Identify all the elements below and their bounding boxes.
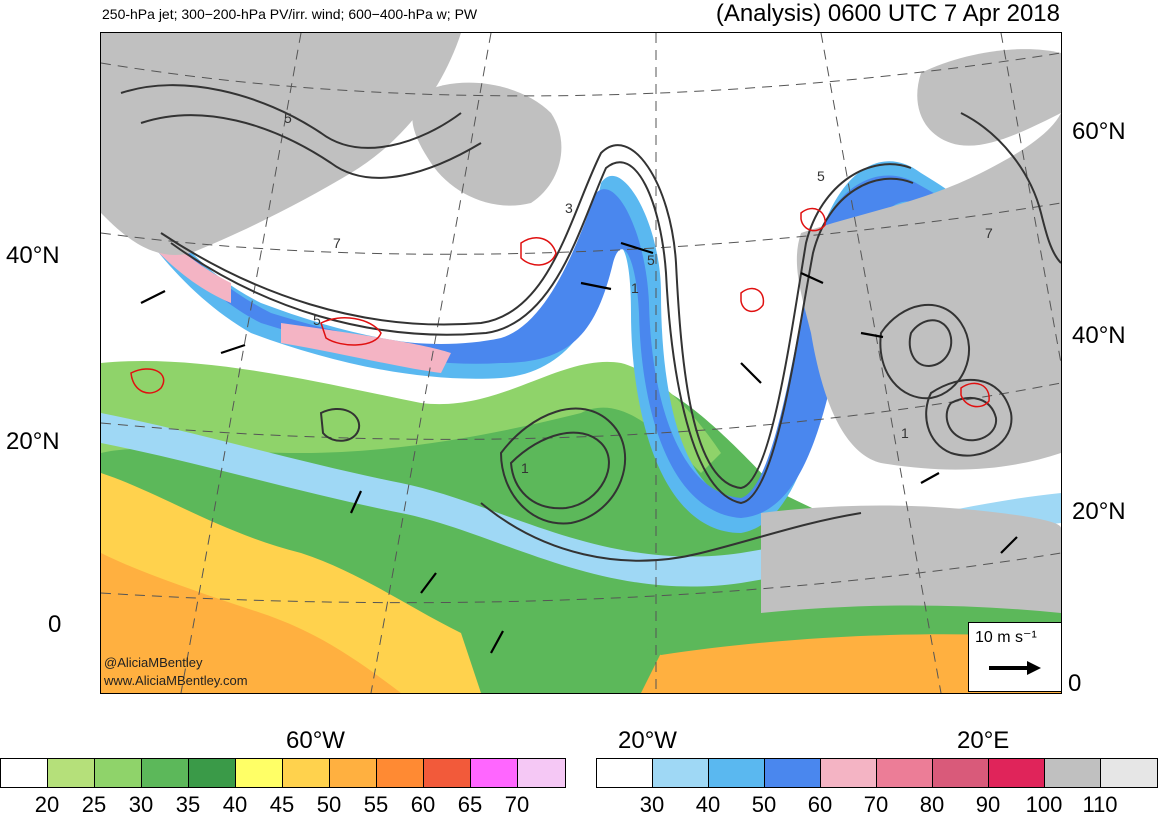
pw-swatch-9 — [377, 759, 424, 787]
jet-tick: 80 — [919, 792, 945, 817]
lon-label-60w: 60°W — [286, 727, 345, 754]
jet-tick: 40 — [695, 792, 721, 817]
contour-label-1: 5 — [284, 110, 292, 126]
pw-swatch-2 — [48, 759, 95, 787]
pw-swatch-11 — [471, 759, 518, 787]
jet-band-pink-atlantic — [281, 323, 451, 373]
pw-swatch-6 — [236, 759, 283, 787]
jet-band-pink — [101, 143, 231, 303]
pw-colorbar — [0, 758, 566, 788]
jet-tick: 30 — [639, 792, 665, 817]
ascent-contours — [130, 207, 990, 408]
lat-label-right-20n: 20°N — [1072, 498, 1126, 525]
graticule — [101, 33, 1061, 693]
pw-swatch-4 — [142, 759, 189, 787]
jet-swatch-9 — [1045, 759, 1101, 787]
lat-label-right-0: 0 — [1068, 670, 1082, 697]
pv-contours — [120, 84, 1061, 562]
scale-vector-box: 10 m s⁻¹ — [968, 622, 1062, 692]
pw-south-green-shading — [581, 612, 1061, 655]
scale-vector-label: 10 m s⁻¹ — [975, 629, 1037, 646]
jet-swatch-5 — [821, 759, 877, 787]
lon-label-20w: 20°W — [618, 727, 677, 754]
pw-swatch-7 — [283, 759, 330, 787]
wind-vectors — [140, 241, 1018, 654]
contour-label-6: 5 — [817, 168, 825, 184]
jet-tick: 50 — [751, 792, 777, 817]
contour-label-3: 5 — [313, 312, 321, 328]
lat-label-left-0: 0 — [48, 611, 62, 638]
pw-light-green-shading — [101, 361, 721, 473]
pw-swatch-8 — [330, 759, 377, 787]
pw-tick: 60 — [410, 792, 436, 817]
pw-south-orange-shading — [641, 629, 1061, 693]
contour-label-8: 1 — [521, 460, 529, 476]
contour-label-9: 1 — [631, 280, 639, 296]
north-america-land — [101, 33, 461, 255]
pw-tick: 55 — [363, 792, 389, 817]
pw-tick: 50 — [316, 792, 342, 817]
map-title: (Analysis) 0600 UTC 7 Apr 2018 — [715, 0, 1060, 27]
lat-label-left-20n: 20°N — [6, 428, 60, 455]
contour-label-5: 5 — [647, 252, 655, 268]
jet-colorbar — [596, 758, 1158, 788]
pw-swatch-12 — [518, 759, 565, 787]
contour-label-2: 7 — [333, 235, 341, 251]
jet-tick: 100 — [1025, 792, 1063, 817]
scale-arrow-icon — [989, 661, 1041, 675]
pw-orange-shading — [101, 553, 401, 693]
pw-swatch-3 — [95, 759, 142, 787]
lat-label-right-40n: 40°N — [1072, 322, 1126, 349]
jet-swatch-4 — [765, 759, 821, 787]
jet-tick: 110 — [1082, 792, 1118, 817]
scandinavia-land — [917, 49, 1061, 146]
jet-swatch-10 — [1101, 759, 1157, 787]
pw-tick: 40 — [222, 792, 248, 817]
greenland-land — [412, 82, 562, 206]
jet-tick: 70 — [863, 792, 889, 817]
lat-label-right-60n: 60°N — [1072, 118, 1126, 145]
lat-label-left-40n: 40°N — [6, 242, 60, 269]
credit-handle: @AliciaMBentley — [104, 655, 203, 670]
map-subtitle: 250-hPa jet; 300−200-hPa PV/irr. wind; 6… — [102, 6, 478, 22]
jet-swatch-7 — [933, 759, 989, 787]
pw-swatch-5 — [189, 759, 236, 787]
europe-land — [796, 113, 1061, 470]
pw-tick: 30 — [128, 792, 154, 817]
jet-swatch-3 — [709, 759, 765, 787]
jet-swatch-8 — [989, 759, 1045, 787]
jet-swatch-6 — [877, 759, 933, 787]
contour-label-4: 3 — [565, 200, 573, 216]
jet-tick: 90 — [975, 792, 1001, 817]
pw-tick: 20 — [34, 792, 60, 817]
weather-map: 5 7 5 3 5 5 7 1 1 1 — [100, 32, 1062, 694]
pw-tick: 25 — [81, 792, 107, 817]
lon-label-20e: 20°E — [957, 727, 1010, 754]
jet-swatch-1 — [597, 759, 653, 787]
pw-tick: 35 — [175, 792, 201, 817]
credit-site: www.AliciaMBentley.com — [104, 673, 248, 688]
pw-tick: 45 — [269, 792, 295, 817]
north-africa-land — [761, 505, 1061, 613]
pw-swatch-10 — [424, 759, 471, 787]
map-canvas: 5 7 5 3 5 5 7 1 1 1 — [101, 33, 1061, 693]
contour-label-10: 1 — [901, 425, 909, 441]
jet-tick: 60 — [807, 792, 833, 817]
contour-label-7: 7 — [985, 225, 993, 241]
pw-swatch-1 — [1, 759, 48, 787]
jet-swatch-2 — [653, 759, 709, 787]
pw-tick: 65 — [457, 792, 483, 817]
pw-tick: 70 — [504, 792, 530, 817]
